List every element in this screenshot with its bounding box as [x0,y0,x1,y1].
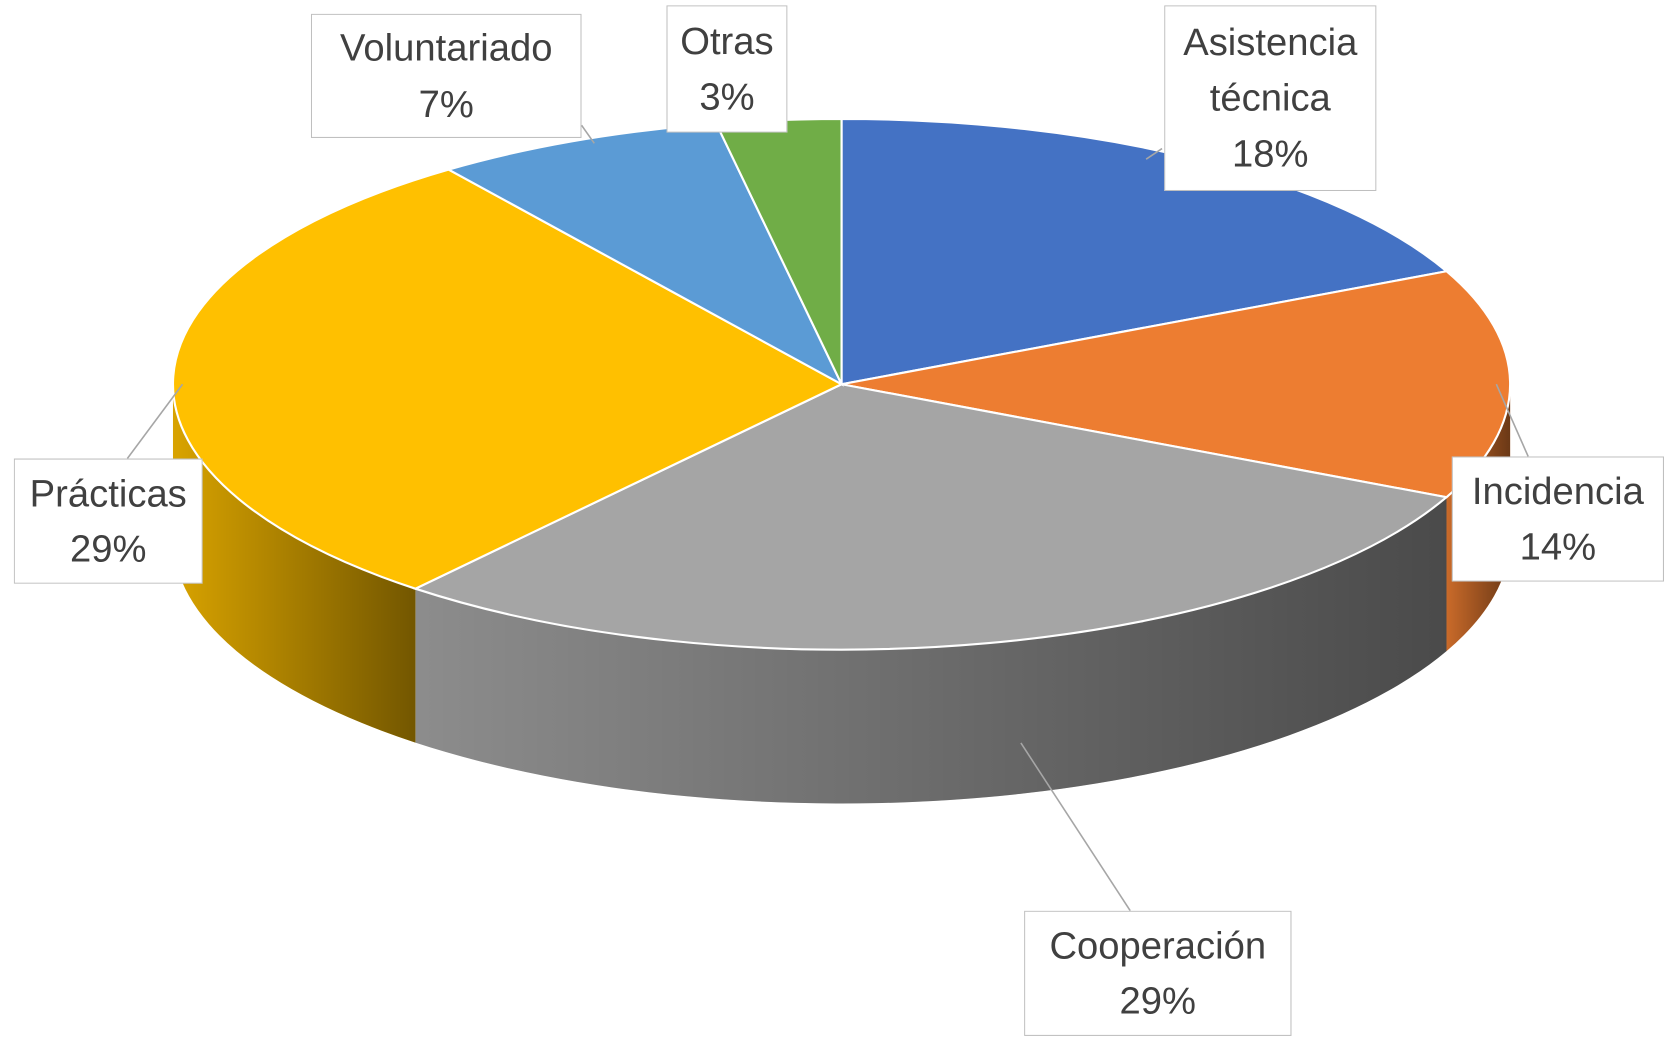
data-label: Voluntariado 7% [310,13,582,138]
label-box: Cooperación 29% [1024,910,1292,1036]
leader-line [580,124,595,144]
wall-shade [415,497,1447,804]
label-box: Asistencia técnica 18% [1164,5,1377,192]
data-label: Incidencia 14% [1451,456,1664,582]
label-value: 14% [1519,524,1597,568]
label-name: Prácticas [29,471,187,515]
data-label: Otras 3% [666,5,788,133]
label-box: Voluntariado 7% [310,13,582,138]
label-name: Incidencia [1471,468,1644,513]
leader-line [126,383,184,460]
label-value: 18% [1232,131,1309,175]
label-name: Otras [680,18,774,63]
label-value: 7% [418,81,474,125]
label-value: 3% [699,74,755,118]
label-value: 29% [1119,978,1197,1023]
data-label: Asistencia técnica 18% [1164,5,1377,192]
label-box: Prácticas 29% [13,458,203,584]
pie-slice [412,383,1449,651]
label-name: Cooperación [1049,923,1267,967]
label-value: 29% [70,526,147,570]
data-label: Prácticas 29% [13,458,203,584]
data-label: Cooperación 29% [1024,910,1292,1036]
label-name: Voluntariado [340,25,553,70]
wall-shade [172,384,416,743]
label-box: Otras 3% [666,5,788,133]
leader-line [1020,742,1131,912]
pie-slice [171,168,844,590]
label-box: Incidencia 14% [1451,456,1664,582]
label-name: Asistencia técnica [1183,20,1358,120]
leader-line [1145,147,1163,160]
leader-line [1495,383,1529,457]
